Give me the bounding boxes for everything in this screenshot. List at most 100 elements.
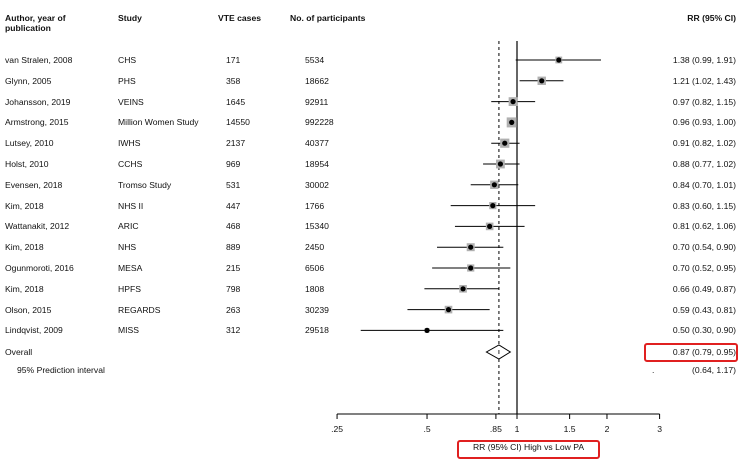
cell-participants: 1766 (305, 200, 325, 211)
point-estimate (502, 140, 508, 146)
point-estimate (539, 78, 545, 84)
cell-participants: 18954 (305, 159, 329, 169)
cell-study: PHS (118, 75, 136, 86)
cell-participants: 92911 (305, 96, 329, 107)
cell-author: Olson, 2015 (5, 304, 52, 315)
cell-author: Evensen, 2018 (5, 179, 63, 190)
cell-vte-cases: 468 (226, 221, 241, 232)
cell-author: Glynn, 2005 (5, 75, 52, 86)
header-author: Author, year of publication (5, 13, 66, 33)
cell-vte-cases: 531 (226, 179, 241, 190)
point-estimate (497, 161, 504, 167)
cell-vte-cases: 312 (226, 325, 241, 336)
cell-rr-ci: 0.91 (0.82, 1.02) (672, 138, 736, 149)
cell-study: REGARDS (118, 304, 161, 315)
point-estimate (490, 203, 496, 209)
overall-diamond (485, 344, 512, 360)
cell-vte-cases: 889 (226, 242, 241, 253)
cell-participants: 5534 (305, 55, 325, 65)
cell-vte-cases: 798 (226, 283, 241, 294)
cell-study: CCHS (118, 159, 143, 169)
cell-participants: 2450 (305, 242, 325, 253)
cell-vte-cases: 358 (226, 75, 241, 86)
overall-label: Overall (5, 347, 33, 357)
cell-author: Kim, 2018 (5, 283, 44, 294)
prediction-interval-ci-text: (0.64, 1.17) (692, 365, 736, 375)
cell-vte-cases: 969 (226, 159, 241, 169)
cell-rr-ci: 0.84 (0.70, 1.01) (672, 179, 736, 190)
point-estimate (460, 286, 466, 292)
cell-study: Tromso Study (118, 179, 172, 190)
point-estimate (468, 265, 474, 271)
cell-study: CHS (118, 55, 137, 65)
cell-study: Million Women Study (118, 117, 199, 128)
cell-study: MESA (118, 263, 143, 273)
cell-participants: 15340 (305, 221, 329, 232)
point-estimate (445, 307, 452, 313)
cell-vte-cases: 14550 (226, 117, 250, 128)
cell-rr-ci: 1.38 (0.99, 1.91) (672, 55, 736, 65)
cell-rr-ci: 0.70 (0.52, 0.95) (672, 263, 736, 273)
cell-rr-ci: 0.59 (0.43, 0.81) (672, 304, 736, 315)
x-tick-label: .25 (331, 424, 343, 434)
cell-author: Holst, 2010 (5, 159, 49, 169)
cell-vte-cases: 171 (226, 55, 241, 65)
cell-study: MISS (118, 325, 140, 336)
cell-study: NHS (118, 242, 137, 253)
cell-participants: 1808 (305, 283, 325, 294)
cell-author: Lindqvist, 2009 (5, 325, 63, 336)
prediction-interval-label: 95% Prediction interval (17, 365, 105, 375)
cell-author: Kim, 2018 (5, 200, 44, 211)
overall-ci-text: 0.87 (0.79, 0.95) (672, 347, 736, 357)
cell-author: Johansson, 2019 (5, 96, 71, 107)
x-tick-label: 1 (515, 424, 520, 434)
point-estimate (510, 99, 516, 105)
cell-author: Lutsey, 2010 (5, 138, 54, 149)
point-estimate (424, 327, 430, 333)
point-estimate (468, 244, 474, 250)
cell-vte-cases: 2137 (226, 138, 246, 149)
header-participants: No. of participants (290, 13, 366, 23)
prediction-interval-dot: . (652, 365, 655, 375)
cell-rr-ci: 0.66 (0.49, 0.87) (672, 283, 736, 294)
header-study: Study (118, 13, 142, 23)
cell-vte-cases: 263 (226, 304, 241, 315)
cell-study: HPFS (118, 283, 141, 294)
cell-vte-cases: 215 (226, 263, 241, 273)
x-tick-label: .85 (490, 424, 502, 434)
header-vte-cases: VTE cases (218, 13, 261, 23)
cell-rr-ci: 0.70 (0.54, 0.90) (672, 242, 736, 253)
cell-participants: 6506 (305, 263, 325, 273)
cell-author: van Stralen, 2008 (5, 55, 73, 65)
cell-participants: 29518 (305, 325, 329, 336)
point-estimate (556, 57, 562, 63)
cell-rr-ci: 0.83 (0.60, 1.15) (672, 200, 736, 211)
cell-rr-ci: 0.81 (0.62, 1.06) (672, 221, 736, 232)
cell-author: Kim, 2018 (5, 242, 44, 253)
cell-vte-cases: 447 (226, 200, 241, 211)
cell-participants: 30002 (305, 179, 329, 190)
cell-rr-ci: 1.21 (1.02, 1.43) (672, 75, 736, 86)
cell-rr-ci: 0.50 (0.30, 0.90) (672, 325, 736, 336)
x-tick-label: 1.5 (564, 424, 576, 434)
cell-participants: 992228 (305, 117, 334, 128)
point-estimate (491, 182, 497, 188)
x-tick-label: 2 (605, 424, 610, 434)
xlabel-highlight (457, 440, 600, 459)
cell-author: Wattanakit, 2012 (5, 221, 70, 232)
cell-participants: 30239 (305, 304, 329, 315)
cell-author: Ogunmoroti, 2016 (5, 263, 74, 273)
x-tick-label: .5 (423, 424, 430, 434)
x-axis-label: RR (95% CI) High vs Low PA (472, 442, 585, 452)
cell-vte-cases: 1645 (226, 96, 246, 107)
point-estimate (509, 119, 515, 125)
header-rr-ci: RR (95% CI) (687, 13, 736, 23)
x-tick-label: 3 (657, 424, 662, 434)
cell-rr-ci: 0.88 (0.77, 1.02) (672, 159, 736, 169)
cell-participants: 40377 (305, 138, 329, 149)
cell-study: VEINS (118, 96, 144, 107)
cell-rr-ci: 0.96 (0.93, 1.00) (672, 117, 736, 128)
cell-author: Armstrong, 2015 (5, 117, 69, 128)
